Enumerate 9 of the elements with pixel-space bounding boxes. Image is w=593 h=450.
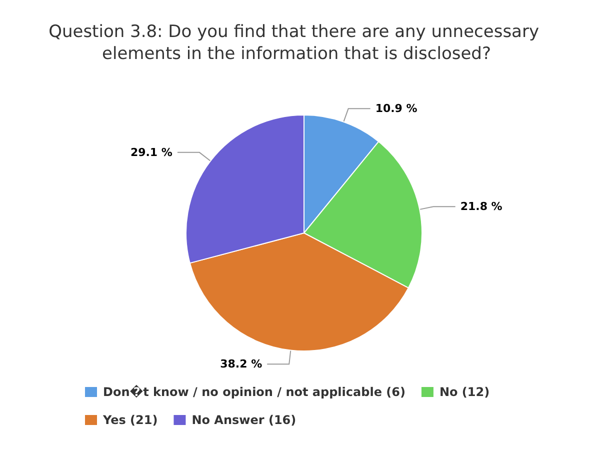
legend-label: Don�t know / no opinion / not applicable (6) — [103, 384, 406, 399]
legend-label: No Answer (16) — [192, 413, 296, 427]
chart-title: Question 3.8: Do you find that there are any unnecessary elements in the information that is disclosed? — [48, 22, 544, 64]
data-label: 38.2 % — [220, 358, 262, 371]
legend-label: No (12) — [439, 385, 490, 399]
data-label: 10.9 % — [375, 102, 418, 116]
data-label: 21.8 % — [460, 200, 502, 214]
data-label: 29.1 % — [130, 146, 172, 159]
legend-label: Yes (21) — [102, 413, 158, 427]
